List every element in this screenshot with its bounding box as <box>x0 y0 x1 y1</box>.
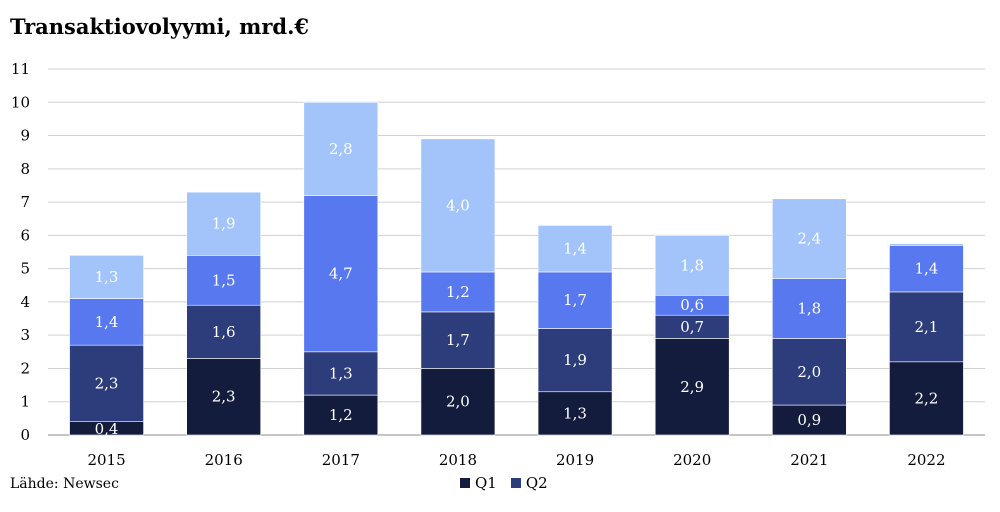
data-labels: 0,4 2,3 1,4 1,3 2,3 1,6 1,5 1,9 1,2 1,3 4,7 2,8 2,0 1… <box>95 140 939 438</box>
legend-label-q2: Q2 <box>525 474 548 492</box>
data-label: 1,3 <box>95 268 119 286</box>
data-label: 4,0 <box>446 196 470 214</box>
bar-segment <box>537 225 613 273</box>
data-label: 0,9 <box>797 411 821 429</box>
data-label: 1,7 <box>563 291 587 309</box>
data-label: 1,9 <box>563 351 587 369</box>
data-label: 1,2 <box>329 406 353 424</box>
data-label: 2,0 <box>446 393 470 411</box>
data-label: 2,3 <box>212 388 236 406</box>
legend-swatch-q1 <box>460 478 470 488</box>
data-label: 1,2 <box>446 283 470 301</box>
chart-plot: 0,4 2,3 1,4 1,3 2,3 1,6 1,5 1,9 1,2 1,3 4,7 2,8 2,0 1… <box>11 60 985 469</box>
x-tick-label: 2015 <box>87 451 125 469</box>
bar-segment <box>186 191 261 256</box>
data-label: 0,6 <box>680 296 704 314</box>
data-label: 1,8 <box>680 256 704 274</box>
data-label: 1,9 <box>212 215 236 233</box>
bar-segment <box>889 245 964 293</box>
bar-segment <box>537 328 613 393</box>
data-label: 2,8 <box>329 140 353 158</box>
bar-segment <box>420 368 496 436</box>
data-label: 1,4 <box>563 240 587 258</box>
bar-segment <box>186 304 261 359</box>
bar-segment <box>889 361 964 436</box>
data-label: 1,3 <box>329 364 353 382</box>
legend-item-q1: Q1 <box>460 474 497 492</box>
bar-segment <box>772 198 847 279</box>
data-label: 4,7 <box>329 265 353 283</box>
data-label: 2,1 <box>915 318 939 336</box>
legend-swatch-q2 <box>510 478 521 488</box>
axes: 0 1 2 3 4 5 6 7 8 9 10 11 2015 2016 2017 2018 2019 2020 20… <box>11 60 946 469</box>
bar-segment <box>772 404 847 436</box>
x-tick-label: 2021 <box>790 451 828 469</box>
bars <box>69 101 964 436</box>
bar-segment <box>303 351 379 396</box>
data-label: 2,3 <box>95 374 119 392</box>
bar-segment <box>654 235 730 296</box>
x-tick-label: 2019 <box>556 451 594 469</box>
bar-segment <box>420 271 496 313</box>
y-tick-label: 4 <box>20 293 30 311</box>
bar-segment <box>420 311 496 369</box>
data-label: 2,9 <box>680 378 704 396</box>
data-label: 1,3 <box>563 404 587 422</box>
bar-segment <box>303 394 379 436</box>
source-note: Lähde: Newsec <box>10 476 119 492</box>
bar-segment <box>303 195 379 353</box>
chart-title: Transaktiovolyymi, mrd.€ <box>10 14 310 39</box>
legend: Q1 Q2 <box>460 474 548 492</box>
bar-segment <box>303 101 379 196</box>
data-label: 0,4 <box>95 420 119 438</box>
y-tick-label: 5 <box>20 260 30 278</box>
data-label: 2,0 <box>797 363 821 381</box>
x-tick-label: 2018 <box>439 451 477 469</box>
x-tick-label: 2020 <box>673 451 711 469</box>
legend-item-q2: Q2 <box>510 474 548 492</box>
x-tick-label: 2022 <box>907 451 945 469</box>
bar-segment <box>772 278 847 339</box>
bar-segment <box>420 138 496 273</box>
bar-segment <box>537 271 613 329</box>
x-tick-label: 2016 <box>205 451 243 469</box>
bar-segment <box>186 255 261 306</box>
x-tick-label: 2017 <box>322 451 360 469</box>
legend-label-q1: Q1 <box>475 474 497 492</box>
y-tick-label: 6 <box>20 226 30 244</box>
data-label: 1,7 <box>446 331 470 349</box>
data-label: 1,6 <box>212 323 236 341</box>
y-tick-label: 2 <box>20 359 30 377</box>
data-label: 0,7 <box>680 318 704 336</box>
data-label: 1,4 <box>95 313 119 331</box>
data-label: 2,4 <box>797 230 821 248</box>
y-tick-label: 8 <box>20 160 30 178</box>
y-tick-label: 3 <box>20 326 30 344</box>
data-label: 1,4 <box>915 260 939 278</box>
bar-segment <box>186 358 261 436</box>
y-tick-label: 11 <box>11 60 30 78</box>
data-label: 1,5 <box>212 271 236 289</box>
y-tick-label: 9 <box>20 127 30 145</box>
y-tick-label: 10 <box>11 93 30 111</box>
bar-segment <box>654 338 730 436</box>
y-tick-label: 1 <box>20 393 30 411</box>
y-tick-label: 0 <box>20 426 30 444</box>
bar-segment <box>69 255 144 299</box>
data-label: 1,8 <box>797 300 821 318</box>
data-label: 2,2 <box>915 389 939 407</box>
bar-segment <box>889 243 964 246</box>
bar-segment <box>889 291 964 363</box>
bar-segment <box>537 391 613 436</box>
y-tick-label: 7 <box>20 193 30 211</box>
